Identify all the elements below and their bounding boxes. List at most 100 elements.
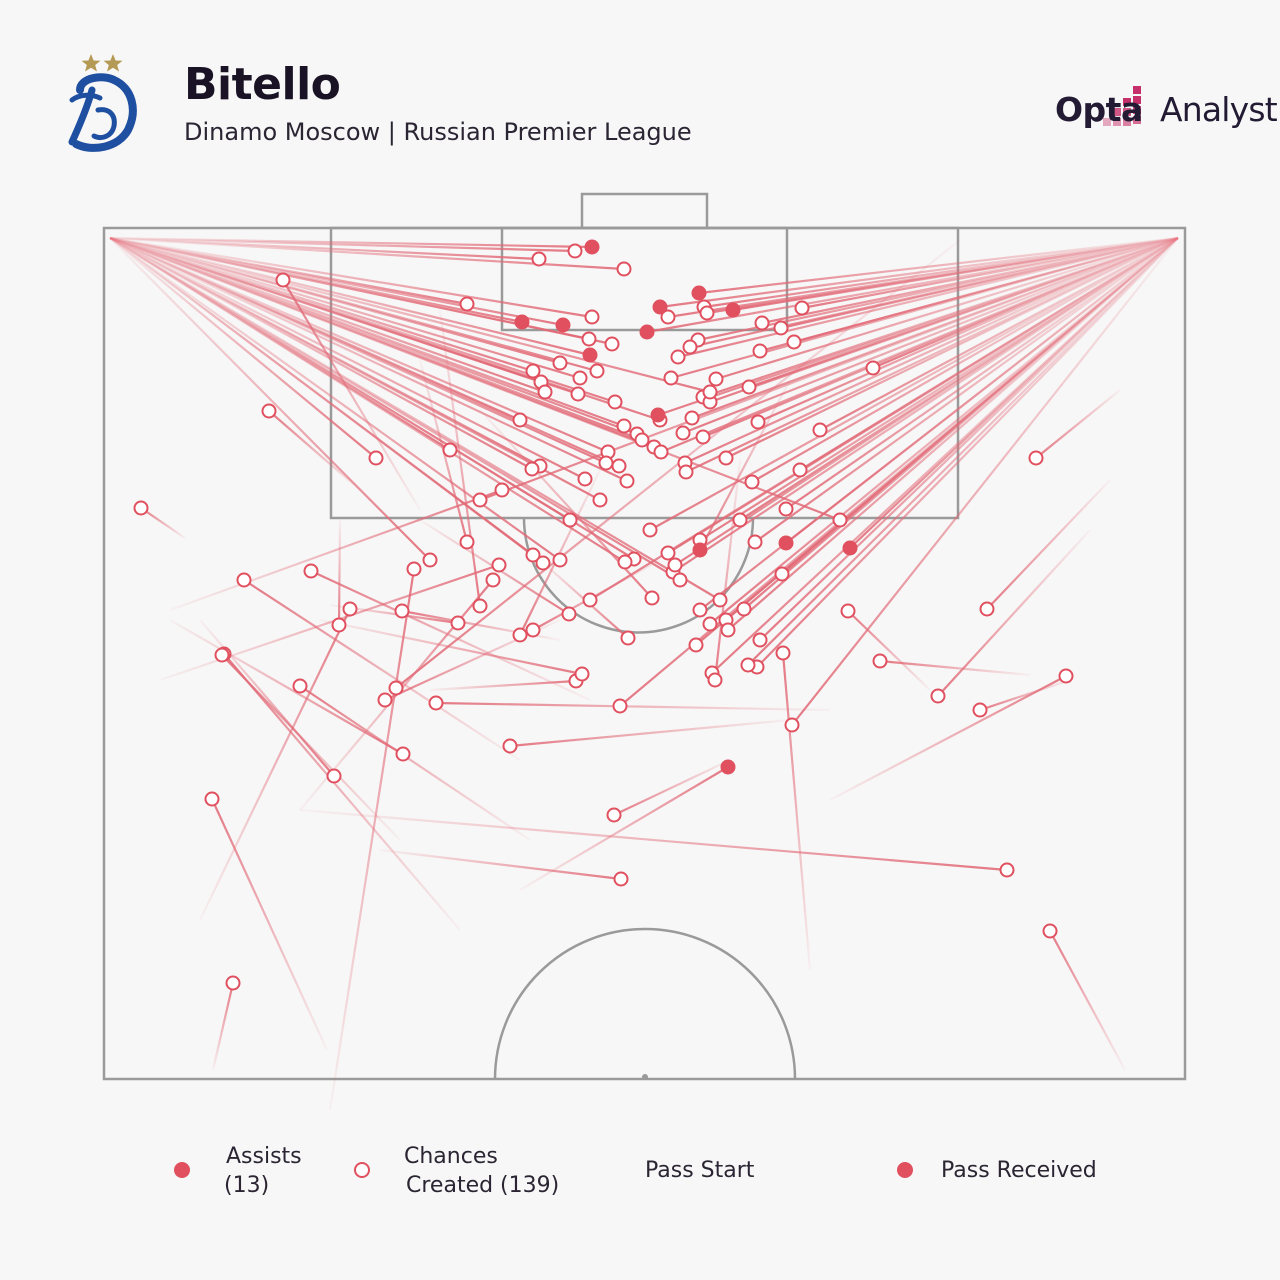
chance-marker bbox=[812, 422, 828, 438]
chance-pass-line bbox=[109, 236, 841, 522]
assist-marker bbox=[725, 302, 741, 318]
chance-pass-line bbox=[169, 488, 503, 612]
chance-marker bbox=[537, 384, 553, 400]
chance-pass-line bbox=[109, 237, 721, 601]
chance-marker bbox=[303, 563, 319, 579]
chance-pass-line bbox=[677, 236, 1179, 359]
chance-marker bbox=[747, 534, 763, 550]
chance-pass-line bbox=[109, 237, 431, 561]
chance-marker bbox=[741, 379, 757, 395]
chance-marker bbox=[684, 410, 700, 426]
chance-pass-line bbox=[199, 608, 351, 921]
chance-marker bbox=[1042, 923, 1058, 939]
chance-pass-line bbox=[223, 653, 461, 931]
legend-chance-marker bbox=[354, 1162, 370, 1178]
assist-pass-line bbox=[659, 236, 1179, 309]
chance-pass-line bbox=[713, 459, 742, 681]
chance-marker bbox=[667, 557, 683, 573]
chance-pass-line bbox=[986, 479, 1111, 610]
brand-name-light: Analyst bbox=[1160, 90, 1278, 129]
chance-pass-line bbox=[791, 237, 1179, 726]
chance-marker bbox=[672, 572, 688, 588]
chance-marker bbox=[702, 384, 718, 400]
chance-pass-line bbox=[169, 619, 404, 755]
chance-marker bbox=[644, 590, 660, 606]
chance-marker bbox=[682, 339, 698, 355]
chance-pass-line bbox=[660, 236, 1179, 454]
chance-marker bbox=[619, 473, 635, 489]
chance-marker bbox=[368, 450, 384, 466]
chance-pass-line bbox=[1049, 930, 1126, 1071]
assist-marker bbox=[778, 535, 794, 551]
chance-pass-line bbox=[337, 519, 342, 626]
chance-pass-line bbox=[210, 798, 329, 1051]
chance-marker bbox=[617, 554, 633, 570]
assist-marker bbox=[555, 317, 571, 333]
chance-marker bbox=[491, 557, 507, 573]
chance-marker bbox=[612, 698, 628, 714]
chance-pass-line bbox=[979, 678, 1071, 712]
chance-marker bbox=[582, 592, 598, 608]
chance-marker bbox=[450, 615, 466, 631]
assist-pass-line bbox=[657, 236, 1179, 417]
assist-marker bbox=[514, 314, 530, 330]
chance-marker bbox=[524, 461, 540, 477]
chance-pass-line bbox=[819, 237, 1179, 431]
chance-pass-line bbox=[268, 410, 361, 491]
legend-markers bbox=[174, 1162, 913, 1178]
chance-marker bbox=[472, 492, 488, 508]
chance-marker bbox=[584, 309, 600, 325]
chance-marker bbox=[979, 601, 995, 617]
assist-pass-line bbox=[109, 236, 564, 327]
chance-marker bbox=[794, 300, 810, 316]
chance-marker bbox=[634, 432, 650, 448]
brand-mark bbox=[1103, 86, 1141, 126]
chance-pass-line bbox=[435, 701, 831, 712]
chance-marker bbox=[616, 418, 632, 434]
chance-marker bbox=[613, 871, 629, 887]
chance-pass-line bbox=[109, 236, 711, 394]
chance-marker bbox=[736, 601, 752, 617]
chance-marker bbox=[688, 637, 704, 653]
legend-pass-start: Pass Start bbox=[645, 1158, 755, 1183]
chance-marker bbox=[786, 334, 802, 350]
pitch-chart bbox=[102, 192, 1187, 1111]
chance-pass-line bbox=[479, 236, 1179, 502]
chance-pass-line bbox=[684, 236, 1179, 465]
chance-marker bbox=[663, 370, 679, 386]
chance-marker bbox=[494, 482, 510, 498]
chance-marker bbox=[750, 414, 766, 430]
chance-marker bbox=[512, 412, 528, 428]
chance-marker bbox=[572, 370, 588, 386]
chance-marker bbox=[692, 602, 708, 618]
chance-marker bbox=[531, 251, 547, 267]
chance-marker bbox=[930, 688, 946, 704]
chance-marker bbox=[525, 622, 541, 638]
club-crest bbox=[68, 54, 137, 152]
chance-marker bbox=[472, 598, 488, 614]
chance-marker bbox=[567, 243, 583, 259]
chance-pass-line bbox=[785, 237, 1179, 510]
assist-pass-line bbox=[519, 766, 729, 891]
chance-marker bbox=[574, 666, 590, 682]
chance-marker bbox=[774, 566, 790, 582]
chance-pass-line bbox=[747, 237, 1179, 666]
assist-pass-line bbox=[698, 236, 1179, 295]
assist-pass-line bbox=[849, 237, 1179, 549]
chance-pass-line bbox=[109, 236, 593, 319]
chance-pass-line bbox=[429, 679, 577, 692]
chance-pass-line bbox=[682, 236, 1179, 435]
chance-marker bbox=[512, 627, 528, 643]
chance-marker bbox=[581, 331, 597, 347]
assist-marker bbox=[639, 324, 655, 340]
chance-marker bbox=[502, 738, 518, 754]
chance-marker bbox=[225, 975, 241, 991]
chance-pass-line bbox=[847, 610, 931, 691]
chance-pass-line bbox=[109, 236, 581, 380]
chance-marker bbox=[442, 442, 458, 458]
chance-pass-line bbox=[756, 237, 1179, 668]
chance-marker bbox=[606, 807, 622, 823]
chance-pass-line bbox=[1035, 389, 1121, 459]
assist-marker bbox=[584, 239, 600, 255]
chance-marker bbox=[675, 425, 691, 441]
